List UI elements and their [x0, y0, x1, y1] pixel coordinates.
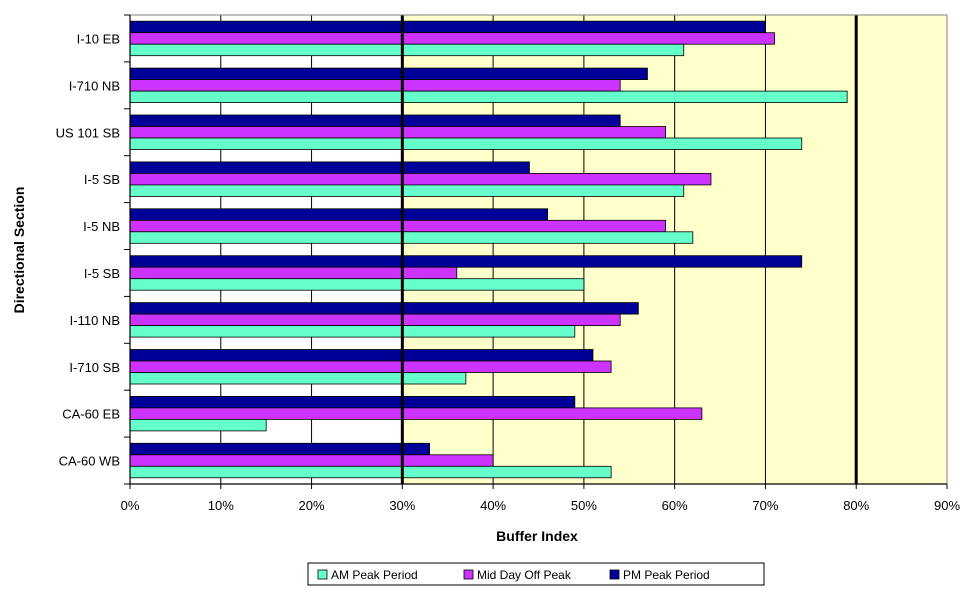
x-tick-label: 40% — [480, 498, 506, 513]
y-tick-label: I-5 SB — [84, 172, 120, 187]
bar — [129, 79, 621, 92]
bar — [129, 208, 548, 221]
x-tick-label: 10% — [208, 498, 234, 513]
bar — [129, 231, 694, 244]
x-axis-title: Buffer Index — [496, 528, 578, 544]
bar — [129, 302, 639, 315]
y-axis-title: Directional Section — [11, 187, 27, 314]
x-tick-label: 30% — [389, 498, 415, 513]
bar — [129, 67, 648, 80]
bar — [129, 43, 685, 57]
bar — [129, 90, 848, 103]
legend-label: AM Peak Period — [331, 568, 418, 582]
legend-swatch — [609, 569, 620, 580]
bar — [129, 219, 666, 233]
bar — [129, 395, 576, 409]
y-tick-label: I-5 NB — [83, 219, 120, 234]
bar — [129, 313, 621, 327]
x-tick-label: 20% — [299, 498, 325, 513]
bar — [129, 114, 621, 127]
bar — [129, 418, 267, 432]
x-tick-label: 70% — [752, 498, 778, 513]
y-tick-labels: I-10 EB I-710 NB US 101 SB I-5 SB I-5 NB I-5 … — [56, 31, 120, 468]
x-tick-label: 90% — [934, 498, 960, 513]
reference-lines — [400, 15, 858, 484]
y-tick-label: I-710 NB — [69, 78, 120, 93]
legend-label: PM Peak Period — [623, 568, 710, 582]
bar — [129, 360, 612, 373]
legend-label: Mid Day Off Peak — [477, 568, 572, 582]
bar — [129, 325, 576, 338]
bars — [129, 20, 848, 479]
y-tick-label: I-710 SB — [69, 360, 120, 375]
x-tick-label: 0% — [121, 498, 140, 513]
bar — [129, 184, 685, 197]
y-tick-label: CA-60 EB — [62, 407, 120, 422]
y-tick-label: I-5 SB — [84, 266, 120, 281]
bar — [129, 126, 666, 139]
x-tick-label: 80% — [843, 498, 869, 513]
y-tick-label: I-10 EB — [77, 31, 120, 46]
bar — [129, 407, 703, 420]
legend-box — [307, 562, 765, 586]
bar — [129, 266, 458, 280]
bar — [129, 454, 494, 467]
x-tick-labels: 0% 10% 20% 30% 40% 50% 60% 70% 80% 90% — [121, 498, 961, 513]
bar — [129, 172, 712, 186]
legend-swatch — [317, 569, 328, 580]
axes — [124, 14, 948, 489]
legend: AM Peak Period Mid Day Off Peak PM Peak Pe… — [307, 562, 765, 586]
bar — [129, 278, 585, 291]
x-tick-label: 60% — [662, 498, 688, 513]
x-tick-label: 50% — [571, 498, 597, 513]
bar — [129, 349, 594, 362]
bar — [129, 137, 803, 150]
bar — [129, 372, 467, 385]
bar — [129, 465, 612, 479]
bar — [129, 442, 430, 456]
bar — [129, 161, 530, 174]
bar — [129, 32, 775, 45]
y-tick-label: US 101 SB — [56, 125, 120, 140]
bar — [129, 255, 803, 268]
y-tick-label: I-110 NB — [70, 313, 120, 328]
bar — [129, 20, 766, 34]
legend-swatch — [463, 569, 474, 580]
y-tick-label: CA-60 WB — [59, 454, 120, 469]
